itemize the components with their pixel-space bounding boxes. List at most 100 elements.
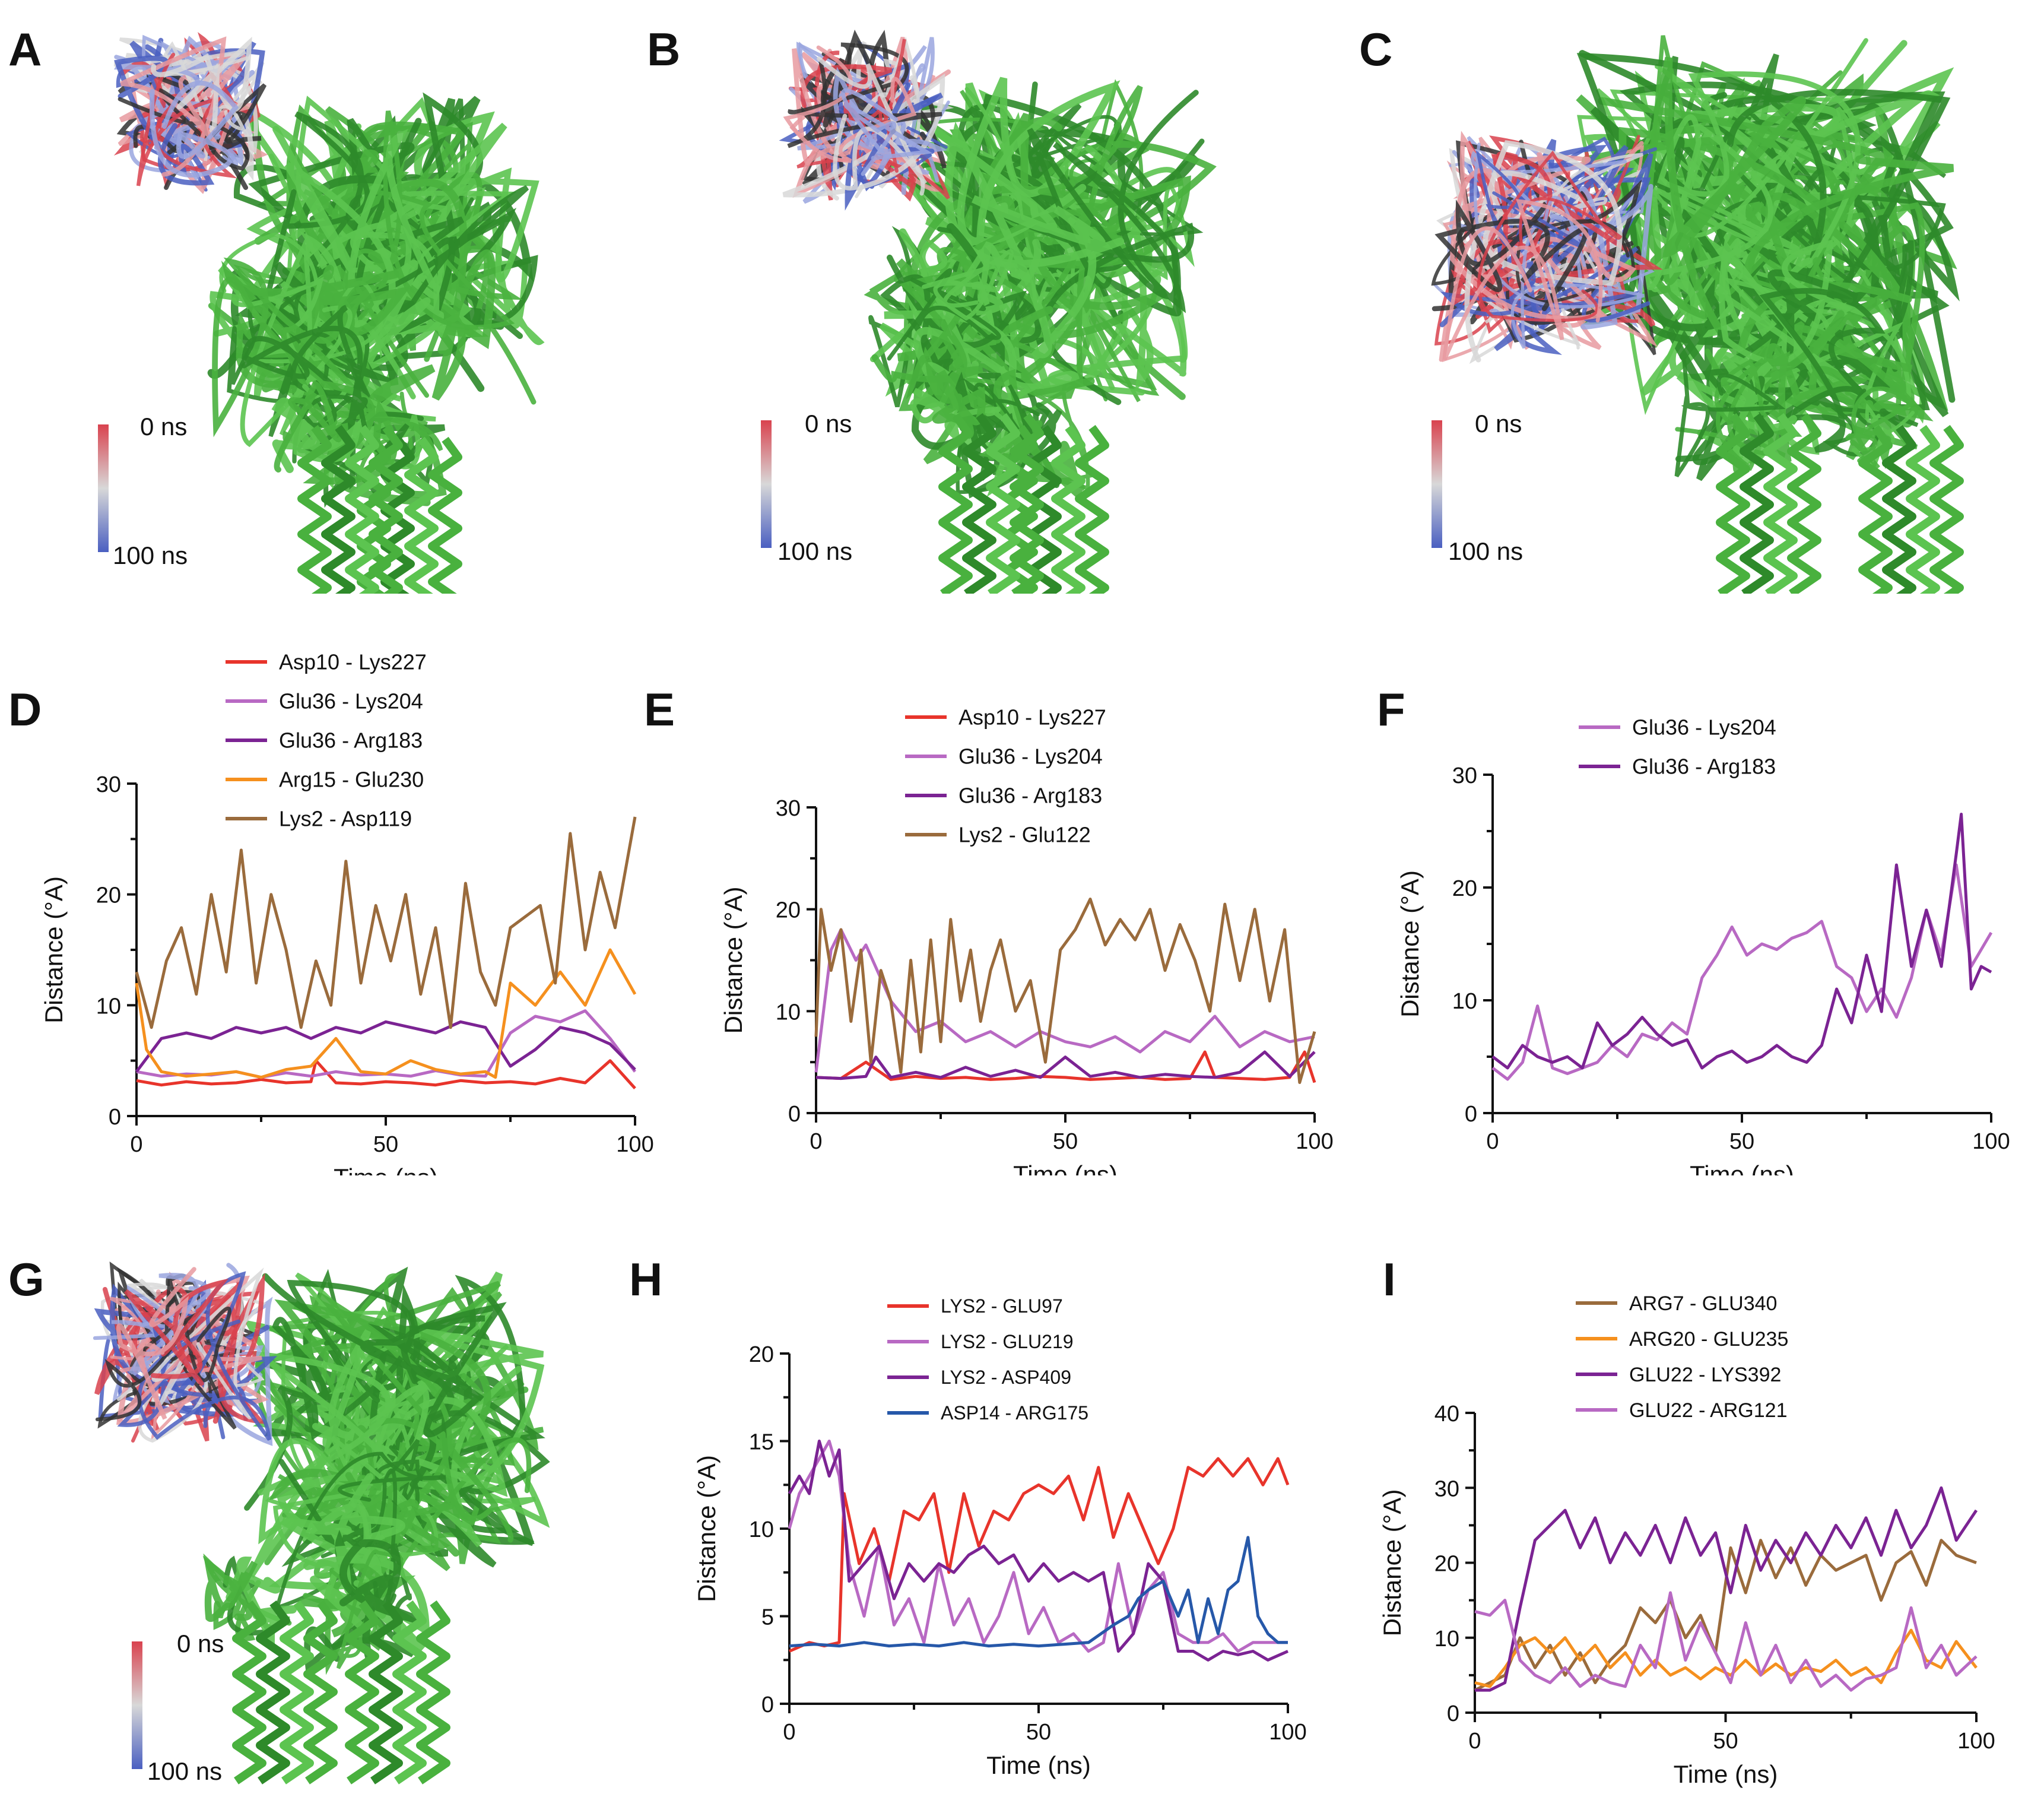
colorbar-bottom-label: 100 ns — [1448, 537, 1524, 565]
x-tick-label: 100 — [1957, 1729, 1995, 1754]
x-axis-label: Time (ns) — [334, 1164, 438, 1175]
y-tick-label: 20 — [1452, 876, 1477, 901]
legend-entry: Glu36 - Lys204 — [226, 689, 423, 714]
series-line — [1475, 1486, 1978, 1692]
legend-label: ARG7 - GLU340 — [1629, 1292, 1777, 1315]
legend-label: ASP14 - ARG175 — [941, 1402, 1088, 1424]
y-tick-label: 0 — [1447, 1701, 1459, 1726]
y-tick-label: 0 — [788, 1102, 801, 1127]
x-tick-label: 100 — [1296, 1129, 1333, 1154]
y-tick-label: 30 — [1452, 763, 1477, 788]
series-line — [135, 816, 637, 1029]
structure-render-c — [1431, 35, 1964, 594]
legend-label: ARG20 - GLU235 — [1629, 1328, 1788, 1351]
x-tick-label: 50 — [1713, 1729, 1738, 1754]
y-axis-label: Distance (°A) — [1378, 1489, 1406, 1637]
legend-label: Lys2 - Asp119 — [279, 807, 412, 831]
panel-letter-d: D — [8, 683, 42, 736]
y-tick-label: 10 — [749, 1517, 774, 1542]
x-tick-label: 0 — [130, 1132, 142, 1157]
legend-entry: ARG20 - GLU235 — [1576, 1328, 1788, 1351]
series-line — [1474, 1539, 1977, 1692]
colorbar-gradient — [1432, 420, 1442, 548]
x-axis-label: Time (ns) — [1013, 1161, 1118, 1175]
x-tick-label: 50 — [373, 1132, 398, 1157]
series-line — [135, 948, 637, 1079]
x-tick-label: 100 — [1972, 1129, 2010, 1154]
series-line — [1474, 1591, 1978, 1692]
series-line — [815, 1050, 1316, 1083]
y-axis-label: Distance (°A) — [40, 876, 68, 1023]
structure-render-a — [113, 31, 545, 594]
legend-label: Glu36 - Arg183 — [958, 784, 1102, 808]
x-axis-label: Time (ns) — [986, 1751, 1091, 1779]
colorbar-gradient — [761, 420, 772, 548]
x-axis-label: Time (ns) — [1674, 1760, 1778, 1788]
legend-label: Arg15 - Glu230 — [279, 768, 424, 792]
legend-label: LYS2 - ASP409 — [941, 1367, 1071, 1388]
y-axis-label: Distance (°A) — [693, 1455, 721, 1602]
legend-entry: Glu36 - Arg183 — [905, 784, 1102, 808]
x-axis-label: Time (ns) — [1690, 1161, 1794, 1175]
legend-entry: ARG7 - GLU340 — [1576, 1292, 1777, 1315]
legend-entry: Glu36 - Arg183 — [226, 728, 423, 753]
chart-f: Glu36 - Lys204 Glu36 - Arg183 0 10 20 30 0 50 10… — [1396, 715, 2010, 1175]
y-tick-label: 10 — [1434, 1627, 1459, 1652]
y-tick-label: 20 — [96, 883, 121, 908]
panel-letter-c: C — [1359, 23, 1393, 75]
y-tick-label: 0 — [761, 1692, 774, 1717]
x-tick-label: 50 — [1729, 1129, 1754, 1154]
colorbar-top-label: 0 ns — [1475, 410, 1522, 438]
series-line — [814, 898, 1316, 1084]
legend-entry: Glu36 - Arg183 — [1579, 755, 1776, 779]
chart-d: Asp10 - Lys227 Glu36 - Lys204 Glu36 - Arg1… — [40, 650, 654, 1175]
legend-label: Asp10 - Lys227 — [958, 705, 1106, 730]
legend-label: Glu36 - Lys204 — [1632, 715, 1776, 740]
legend-label: Glu36 - Lys204 — [958, 744, 1103, 769]
legend-label: Glu36 - Lys204 — [279, 689, 423, 714]
legend-entry: Glu36 - Lys204 — [1579, 715, 1776, 740]
legend-entry: Arg15 - Glu230 — [226, 768, 424, 792]
legend-entry: Lys2 - Glu122 — [905, 823, 1091, 847]
legend-entry: GLU22 - ARG121 — [1576, 1399, 1787, 1422]
y-axis-label: Distance (°A) — [719, 887, 747, 1034]
structure-render-b — [779, 29, 1217, 594]
y-tick-label: 20 — [776, 898, 801, 923]
legend-label: Lys2 - Glu122 — [958, 823, 1091, 847]
y-tick-label: 30 — [776, 796, 801, 821]
chart-e: Asp10 - Lys227 Glu36 - Lys204 Glu36 - Arg1… — [719, 705, 1334, 1175]
x-tick-label: 50 — [1026, 1720, 1051, 1745]
legend-entry: Asp10 - Lys227 — [226, 650, 427, 674]
y-tick-label: 20 — [1434, 1552, 1459, 1577]
y-axis-label: Distance (°A) — [1396, 870, 1424, 1018]
series-line — [1491, 813, 1992, 1070]
legend-entry: GLU22 - LYS392 — [1576, 1364, 1781, 1386]
series-line — [788, 1457, 1290, 1653]
y-tick-label: 5 — [761, 1605, 774, 1630]
y-tick-label: 30 — [96, 772, 121, 797]
series-line — [815, 1050, 1316, 1080]
colorbar-bottom-label: 100 ns — [113, 541, 188, 569]
legend-entry: LYS2 - GLU97 — [887, 1295, 1063, 1317]
colorbar-bottom-label: 100 ns — [147, 1757, 223, 1785]
panel-letter-i: I — [1383, 1253, 1396, 1305]
legend-label: GLU22 - LYS392 — [1629, 1364, 1781, 1386]
legend-entry: Asp10 - Lys227 — [905, 705, 1106, 730]
y-tick-label: 30 — [1434, 1476, 1459, 1501]
series-line — [136, 1059, 636, 1089]
series-line — [788, 1440, 1289, 1662]
legend-label: GLU22 - ARG121 — [1629, 1399, 1787, 1422]
panel-letter-f: F — [1377, 683, 1405, 736]
panel-letter-g: G — [8, 1253, 45, 1305]
series-line — [1474, 1628, 1978, 1688]
legend-label: Asp10 - Lys227 — [279, 650, 427, 674]
series-line — [789, 1536, 1288, 1648]
y-tick-label: 10 — [96, 994, 121, 1019]
y-tick-label: 0 — [1465, 1102, 1477, 1127]
x-tick-label: 100 — [1269, 1720, 1306, 1745]
colorbar-bottom-label: 100 ns — [777, 537, 853, 565]
legend-entry: LYS2 - ASP409 — [887, 1367, 1071, 1388]
x-tick-label: 100 — [616, 1132, 653, 1157]
series-line — [1491, 863, 1993, 1081]
colorbar-top-label: 0 ns — [177, 1630, 224, 1657]
